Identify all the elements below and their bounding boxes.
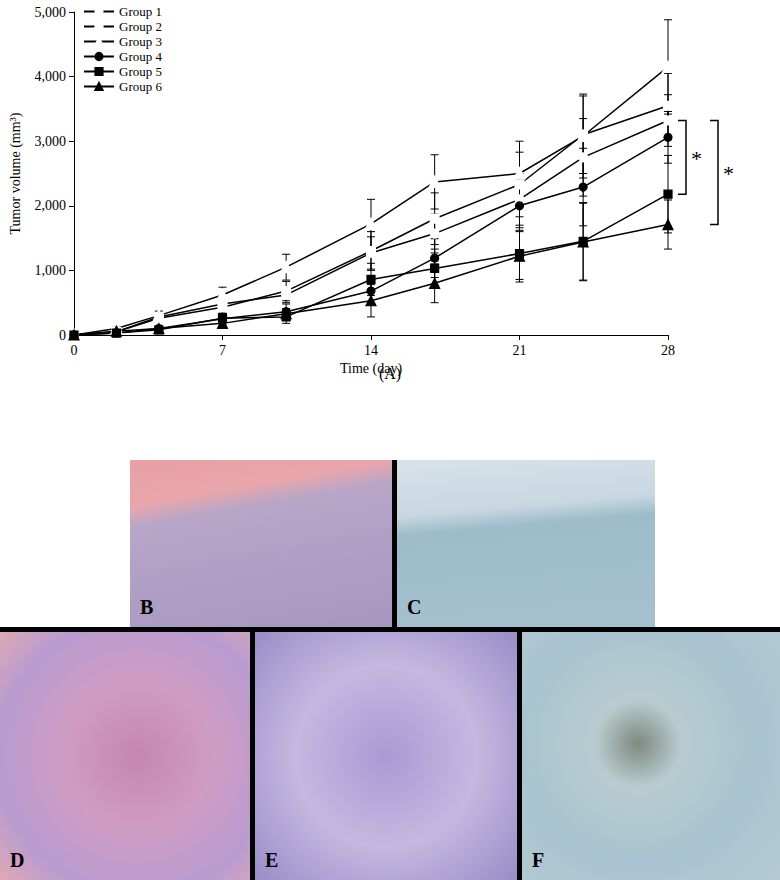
svg-text:Group 6: Group 6 (119, 79, 162, 94)
html-text:E: E (265, 849, 279, 871)
svg-text:7: 7 (219, 343, 226, 358)
svg-text:(A): (A) (379, 365, 401, 383)
svg-text:*: * (691, 146, 702, 171)
svg-text:21: 21 (513, 343, 527, 358)
svg-text:Time (day): Time (day) (340, 361, 402, 377)
svg-text:Group 3: Group 3 (119, 34, 162, 49)
svg-text:Group 1: Group 1 (119, 4, 162, 19)
svg-text:5,000: 5,000 (35, 5, 67, 20)
svg-text:Tumor volume (mm³): Tumor volume (mm³) (8, 112, 24, 234)
html-text:F: F (532, 849, 545, 871)
svg-text:Group 4: Group 4 (119, 49, 162, 64)
svg-text:0: 0 (71, 343, 78, 358)
svg-text:1,000: 1,000 (35, 263, 67, 278)
svg-text:0: 0 (59, 328, 66, 343)
svg-text:*: * (723, 161, 734, 186)
html-text:B: B (140, 596, 154, 618)
svg-text:4,000: 4,000 (35, 69, 67, 84)
html-text:D: D (10, 849, 25, 871)
svg-text:3,000: 3,000 (35, 134, 67, 149)
svg-text:Group 5: Group 5 (119, 64, 162, 79)
svg-text:14: 14 (364, 343, 378, 358)
svg-text:28: 28 (661, 343, 675, 358)
svg-text:Group 2: Group 2 (119, 19, 162, 34)
svg-text:2,000: 2,000 (35, 198, 67, 213)
html-text:C: C (407, 596, 422, 618)
